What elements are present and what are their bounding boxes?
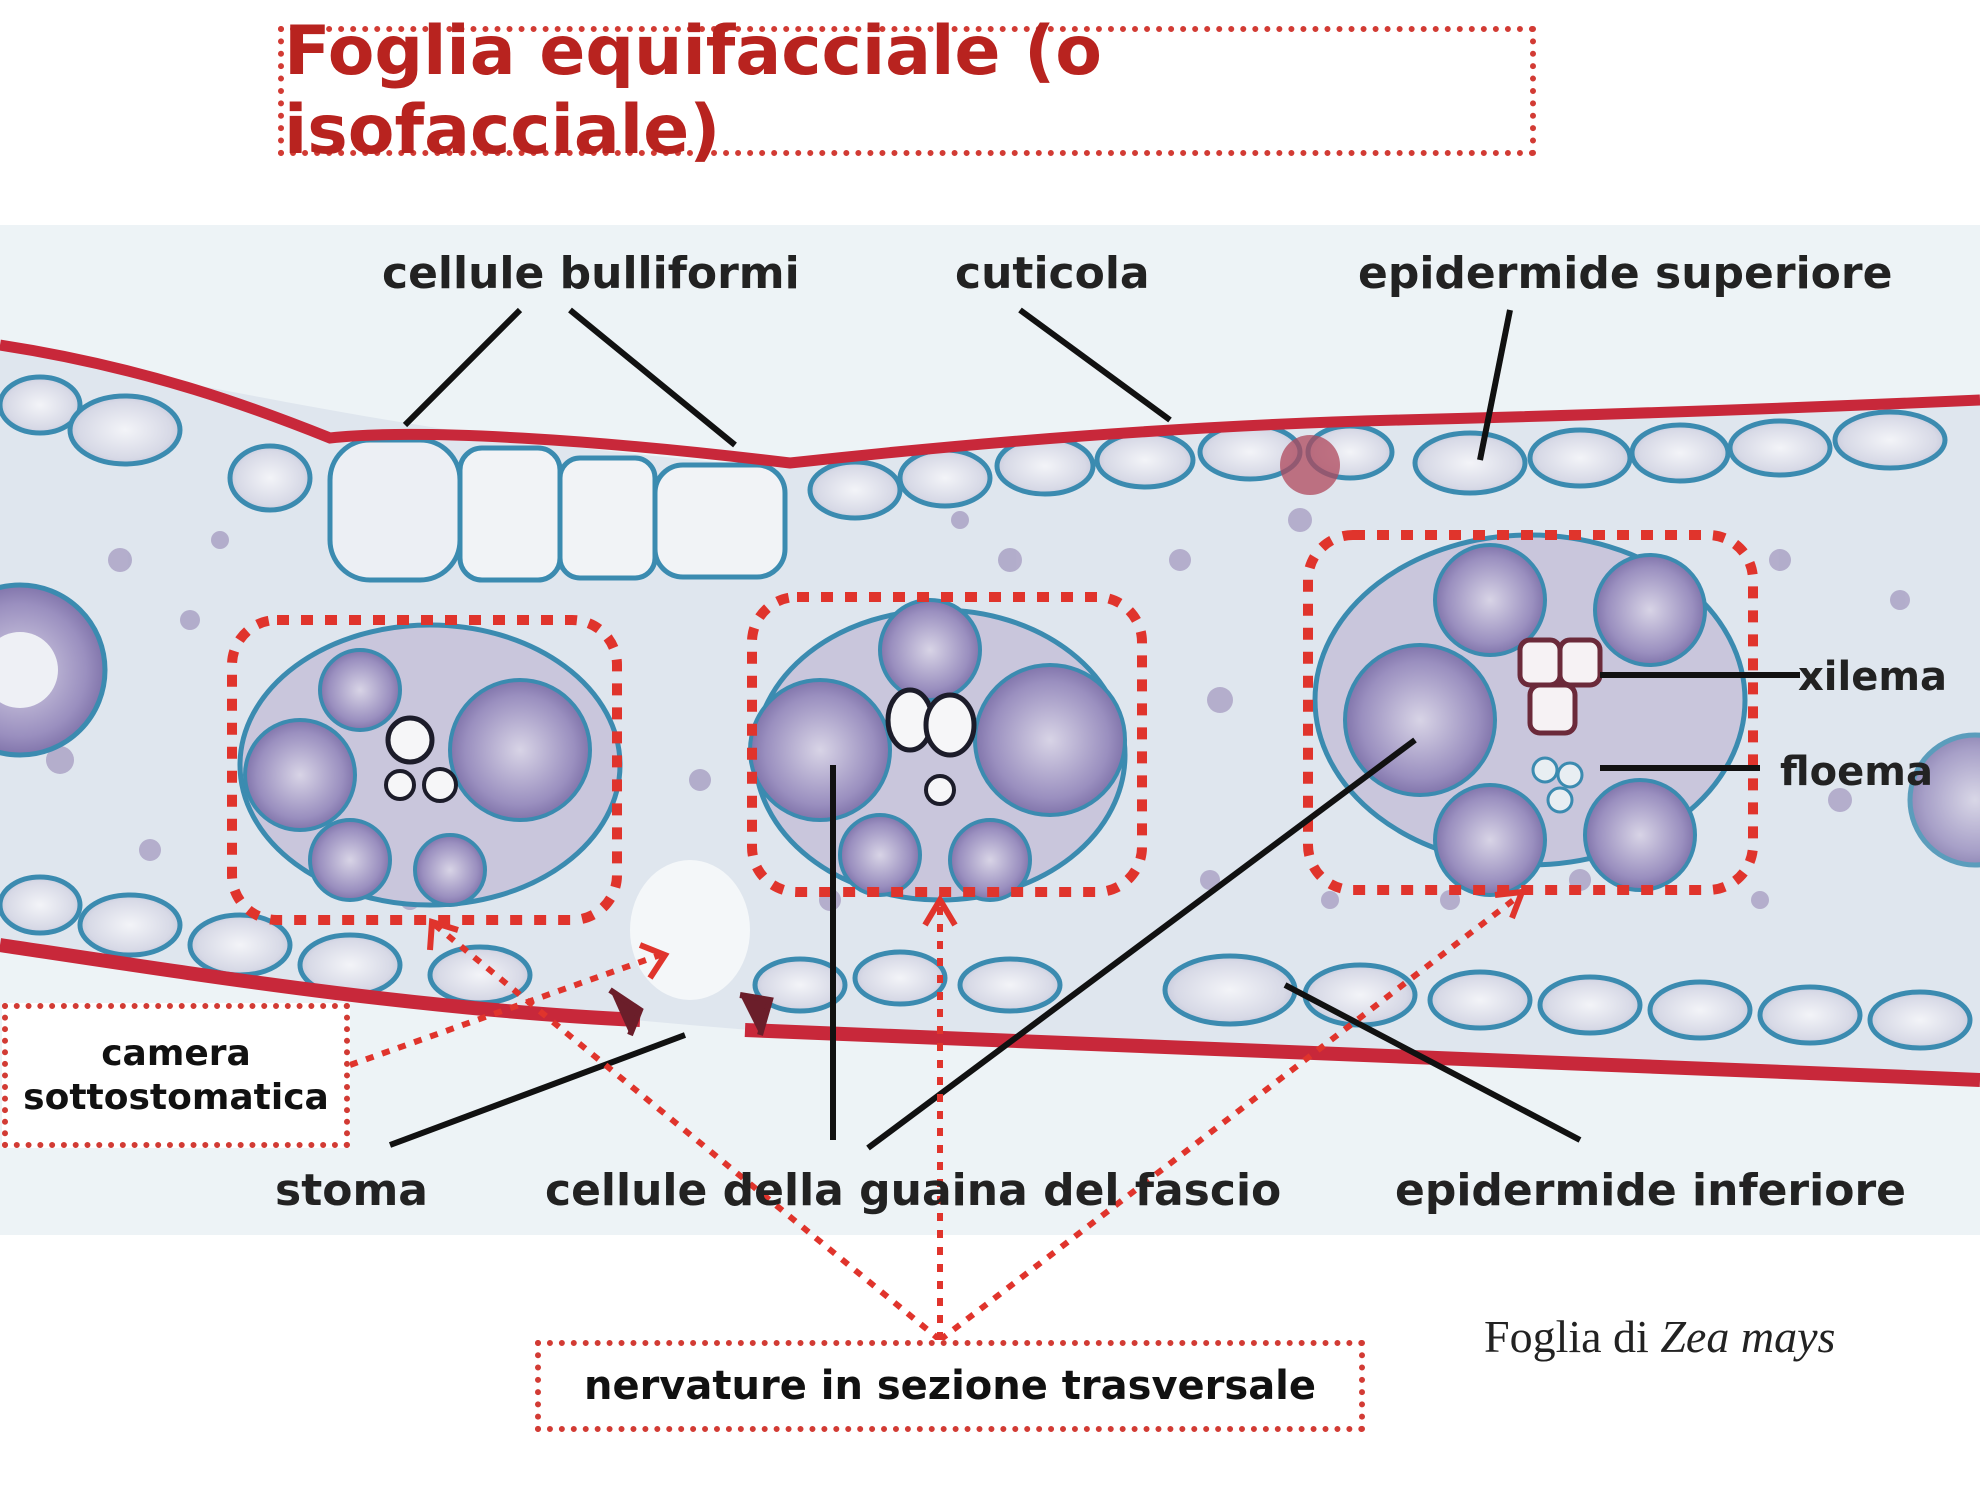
arrow-heads <box>427 888 1527 980</box>
upper-cuticle <box>0 339 1980 469</box>
substomatal-chamber <box>630 860 750 1000</box>
callout-nervature-text: nervature in sezione trasversale <box>583 1363 1317 1409</box>
callout-camera-line1: camera <box>101 1032 251 1074</box>
vascular-bundle-2 <box>748 598 1128 903</box>
label-floema: floema <box>1780 749 1933 795</box>
callout-arrows <box>348 892 1522 1343</box>
label-xilema: xilema <box>1798 654 1947 700</box>
caption-prefix: Foglia di <box>1484 1311 1661 1362</box>
vascular-bundle-1 <box>237 622 623 908</box>
upper-stoma-spot <box>1280 435 1340 495</box>
lower-cuticle-right <box>744 1023 1980 1087</box>
label-cuticola: cuticola <box>955 248 1150 299</box>
bundle-highlight-2 <box>747 592 1147 897</box>
figure-caption: Foglia di Zea mays <box>1484 1310 1914 1370</box>
upper-epidermis <box>0 374 1948 583</box>
caption-species: Zea mays <box>1660 1311 1836 1362</box>
label-stoma: stoma <box>275 1165 428 1216</box>
callout-camera-sottostomatica: camera sottostomatica <box>2 1003 350 1148</box>
label-pointer-lines <box>388 307 1800 1151</box>
label-cellule-guaina: cellule della guaina del fascio <box>545 1165 1281 1216</box>
right-partial-bundle <box>1907 732 1980 868</box>
page-title: Foglia equifacciale (o isofacciale) <box>284 12 1102 170</box>
callout-camera-line2: sottostomatica <box>23 1076 329 1118</box>
title-box: Foglia equifacciale (o isofacciale) <box>278 12 1536 170</box>
label-cellule-bulliformi: cellule bulliformi <box>382 248 800 299</box>
lower-epidermis <box>0 874 1973 1051</box>
label-epidermide-inferiore: epidermide inferiore <box>1395 1165 1906 1216</box>
bundle-highlight-3 <box>1303 530 1758 895</box>
bundle-highlight-1 <box>227 615 622 925</box>
label-epidermide-superiore: epidermide superiore <box>1358 248 1892 299</box>
vascular-bundle-3 <box>1312 532 1748 897</box>
callout-nervature: nervature in sezione trasversale <box>535 1340 1365 1432</box>
